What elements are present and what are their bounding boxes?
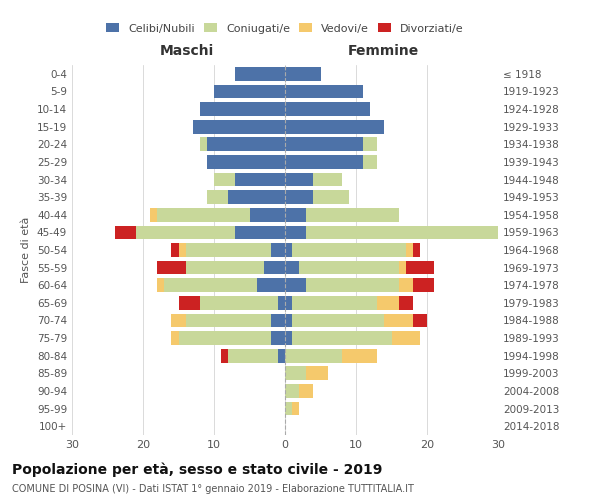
Bar <box>313 172 342 186</box>
Bar <box>250 208 285 222</box>
Bar <box>200 102 285 116</box>
Bar <box>228 349 278 362</box>
Bar <box>398 260 406 274</box>
Bar <box>278 296 285 310</box>
Bar <box>413 243 420 257</box>
Bar <box>257 278 285 292</box>
Bar <box>413 278 434 292</box>
Bar <box>292 314 385 328</box>
Bar <box>179 243 185 257</box>
Y-axis label: Fasce di età: Fasce di età <box>22 217 31 283</box>
Bar <box>235 226 285 239</box>
Bar <box>292 243 406 257</box>
Bar <box>172 331 179 345</box>
Bar <box>285 260 299 274</box>
Bar <box>200 296 278 310</box>
Bar <box>214 172 235 186</box>
Bar <box>179 296 200 310</box>
Bar <box>214 84 285 98</box>
Bar <box>307 278 398 292</box>
Bar <box>307 208 398 222</box>
Bar <box>157 278 164 292</box>
Bar <box>498 226 505 239</box>
Bar <box>264 260 285 274</box>
Bar <box>200 138 207 151</box>
Bar <box>285 138 363 151</box>
Bar <box>392 331 420 345</box>
Bar <box>406 243 413 257</box>
Bar <box>285 384 299 398</box>
Bar <box>413 314 427 328</box>
Bar <box>285 102 370 116</box>
Bar <box>271 331 285 345</box>
Bar <box>172 243 179 257</box>
Bar <box>193 120 285 134</box>
Bar <box>157 208 250 222</box>
Bar <box>115 226 136 239</box>
Bar <box>285 172 313 186</box>
Bar <box>285 314 292 328</box>
Text: Femmine: Femmine <box>347 44 419 58</box>
Bar <box>292 331 392 345</box>
Bar <box>285 226 307 239</box>
Bar <box>398 278 413 292</box>
Bar <box>313 190 349 204</box>
Text: Maschi: Maschi <box>160 44 214 58</box>
Bar <box>150 208 157 222</box>
Bar <box>172 314 185 328</box>
Bar <box>285 402 292 415</box>
Bar <box>235 172 285 186</box>
Bar <box>285 243 292 257</box>
Bar <box>285 296 292 310</box>
Bar <box>285 349 342 362</box>
Bar <box>342 349 377 362</box>
Bar <box>179 331 271 345</box>
Bar <box>299 260 398 274</box>
Bar <box>185 260 264 274</box>
Bar <box>385 314 413 328</box>
Text: COMUNE DI POSINA (VI) - Dati ISTAT 1° gennaio 2019 - Elaborazione TUTTITALIA.IT: COMUNE DI POSINA (VI) - Dati ISTAT 1° ge… <box>12 484 414 494</box>
Bar <box>285 155 363 169</box>
Bar <box>285 120 385 134</box>
Bar <box>221 349 228 362</box>
Bar <box>235 67 285 80</box>
Bar <box>377 296 398 310</box>
Bar <box>299 384 313 398</box>
Bar <box>285 366 307 380</box>
Bar <box>164 278 257 292</box>
Bar <box>136 226 235 239</box>
Bar <box>292 296 377 310</box>
Bar <box>363 138 377 151</box>
Bar <box>207 155 285 169</box>
Bar <box>285 278 307 292</box>
Bar <box>185 314 271 328</box>
Bar <box>406 260 434 274</box>
Bar <box>271 314 285 328</box>
Bar <box>363 155 377 169</box>
Bar <box>285 84 363 98</box>
Bar <box>207 190 228 204</box>
Bar <box>307 226 498 239</box>
Legend: Celibi/Nubili, Coniugati/e, Vedovi/e, Divorziati/e: Celibi/Nubili, Coniugati/e, Vedovi/e, Di… <box>102 19 468 38</box>
Bar <box>185 243 271 257</box>
Bar <box>285 67 320 80</box>
Bar <box>285 208 307 222</box>
Bar <box>307 366 328 380</box>
Bar <box>271 243 285 257</box>
Text: Popolazione per età, sesso e stato civile - 2019: Popolazione per età, sesso e stato civil… <box>12 462 382 477</box>
Bar <box>278 349 285 362</box>
Bar <box>228 190 285 204</box>
Bar <box>398 296 413 310</box>
Bar <box>285 331 292 345</box>
Bar <box>292 402 299 415</box>
Bar <box>285 190 313 204</box>
Bar <box>207 138 285 151</box>
Bar <box>157 260 185 274</box>
